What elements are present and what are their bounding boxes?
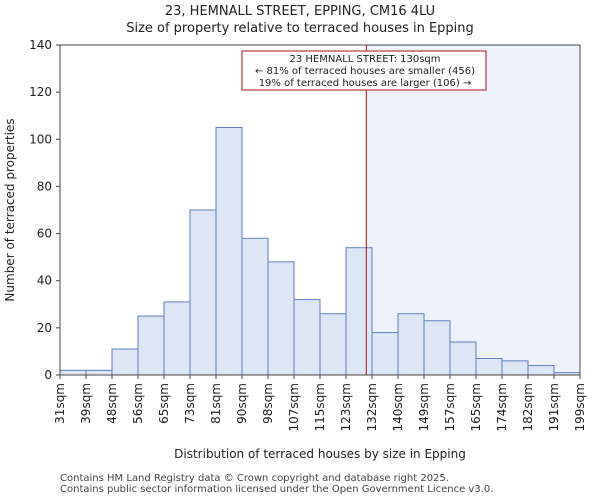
y-tick-label-0: 0 (44, 368, 52, 382)
bar-123sqm (345, 247, 373, 376)
bar-73sqm (189, 209, 217, 376)
bar-107sqm (293, 299, 321, 376)
annotation-line-3: 19% of terraced houses are larger (106) … (259, 78, 472, 89)
x-tick-label-81sqm: 81sqm (209, 383, 223, 424)
x-tick-label-140sqm: 140sqm (391, 383, 405, 431)
x-tick-label-48sqm: 48sqm (105, 383, 119, 424)
annotation-border (241, 50, 487, 91)
y-tick-label-80: 80 (37, 179, 52, 193)
bar-90sqm (241, 237, 269, 376)
bar-31sqm (59, 369, 87, 376)
annotation-line-1: 23 HEMNALL STREET: 130sqm (290, 54, 441, 65)
bar-132sqm (371, 332, 399, 376)
x-tick-label-56sqm: 56sqm (131, 383, 145, 424)
y-tick-label-120: 120 (29, 85, 52, 99)
x-tick-label-107sqm: 107sqm (287, 383, 301, 431)
bar-48sqm (111, 348, 139, 376)
x-tick-label-73sqm: 73sqm (183, 383, 197, 424)
x-tick-label-90sqm: 90sqm (235, 383, 249, 424)
footer-line-1: Contains HM Land Registry data © Crown c… (60, 473, 449, 484)
y-tick-label-40: 40 (37, 274, 52, 288)
axes-group: 0 20 40 60 80 100 120 140 31sqm 39sqm 48sqm 56sqm 65… (29, 38, 587, 431)
x-tick-label-31sqm: 31sqm (53, 383, 67, 424)
bar-56sqm (137, 315, 165, 376)
footer-line-2: Contains public sector information licen… (60, 484, 494, 495)
x-tick-label-39sqm: 39sqm (79, 383, 93, 424)
x-tick-label-115sqm: 115sqm (313, 383, 327, 431)
bar-165sqm (475, 358, 503, 376)
bar-182sqm (527, 365, 555, 376)
bar-115sqm (319, 313, 347, 376)
bar-149sqm (423, 320, 451, 376)
x-tick-label-65sqm: 65sqm (157, 383, 171, 424)
bar-140sqm (397, 313, 425, 376)
x-tick-label-98sqm: 98sqm (261, 383, 275, 424)
x-tick-label-165sqm: 165sqm (469, 383, 483, 431)
y-axis-label: Number of terraced properties (3, 118, 17, 301)
bar-65sqm (163, 301, 191, 376)
y-tick-label-20: 20 (37, 321, 52, 335)
bar-81sqm (215, 127, 243, 376)
x-axis-label: Distribution of terraced houses by size … (174, 447, 466, 461)
x-tick-label-182sqm: 182sqm (521, 383, 535, 431)
x-tick-label-157sqm: 157sqm (443, 383, 457, 431)
bar-174sqm (501, 360, 529, 376)
bar-157sqm (449, 341, 477, 376)
bar-98sqm (267, 261, 295, 376)
chart-subtitle: Size of property relative to terraced ho… (126, 21, 474, 36)
bars-group (59, 127, 581, 376)
x-tick-label-149sqm: 149sqm (417, 383, 431, 431)
y-tick-label-60: 60 (37, 227, 52, 241)
annotation-line-2: ← 81% of terraced houses are smaller (45… (255, 66, 475, 77)
bar-39sqm (85, 369, 113, 376)
x-tick-label-191sqm: 191sqm (547, 383, 561, 431)
chart-title: 23, HEMNALL STREET, EPPING, CM16 4LU (164, 4, 436, 19)
x-tick-label-174sqm: 174sqm (495, 383, 509, 431)
y-tick-label-140: 140 (29, 38, 52, 52)
annotation-box: 23 HEMNALL STREET: 130sqm ← 81% of terra… (241, 50, 487, 91)
x-tick-label-132sqm: 132sqm (365, 383, 379, 431)
x-tick-label-199sqm: 199sqm (573, 383, 587, 431)
y-tick-label-100: 100 (29, 132, 52, 146)
x-tick-label-123sqm: 123sqm (339, 383, 353, 431)
